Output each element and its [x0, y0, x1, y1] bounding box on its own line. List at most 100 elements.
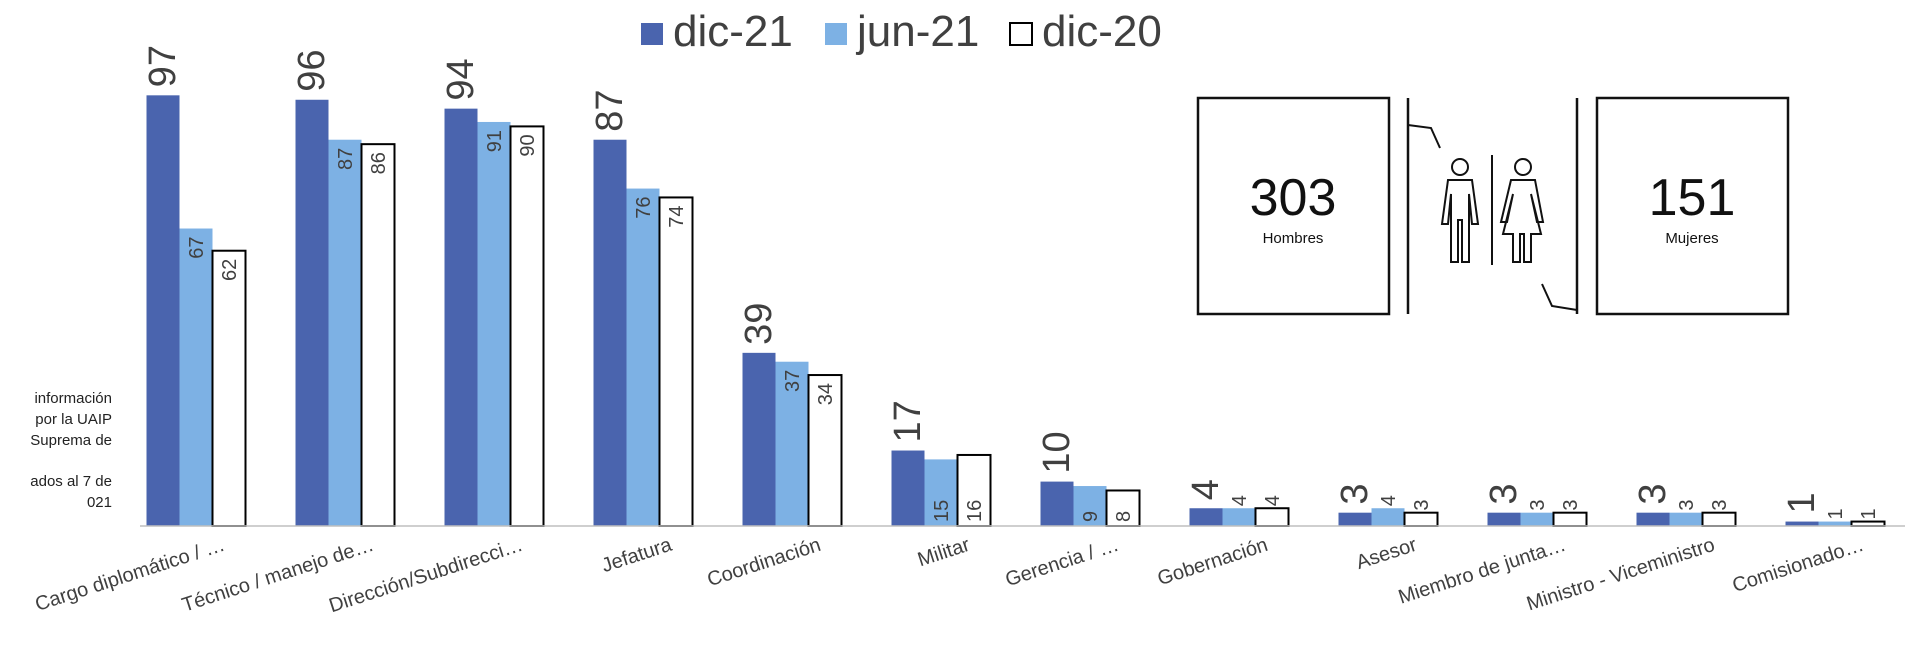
data-label-jun-21: 15: [931, 500, 953, 522]
data-label-dic-21: 10: [1036, 431, 1078, 473]
data-label-dic-21: 39: [738, 303, 780, 345]
data-label-dic-21: 97: [142, 45, 184, 87]
bar-jun-21: [1073, 486, 1107, 526]
data-label-dic-21: 94: [440, 58, 482, 100]
bar-jun-21: [924, 459, 958, 526]
legend-swatch-jun-21: [825, 23, 847, 45]
bar-dic-21: [1189, 508, 1223, 526]
data-label-dic-20: 3: [1560, 500, 1582, 511]
data-label-jun-21: 9: [1080, 511, 1102, 522]
side-note: información por la UAIP Suprema de ados …: [0, 388, 112, 513]
bar-dic-21: [742, 352, 776, 526]
side-note-line: por la UAIP: [35, 411, 112, 428]
category-label: Asesor: [1354, 534, 1420, 574]
data-label-dic-21: 1: [1781, 492, 1823, 513]
data-label-dic-21: 3: [1334, 484, 1376, 505]
bar-jun-21: [179, 228, 213, 526]
bar-dic-20: [1254, 507, 1290, 527]
category-label: Gobernación: [1155, 534, 1271, 590]
data-label-dic-20: 62: [219, 259, 241, 281]
data-label-dic-21: 3: [1483, 484, 1525, 505]
legend-swatch-dic-20: [1009, 22, 1033, 46]
side-note-line: Suprema de: [30, 432, 112, 449]
bar-dic-21: [593, 139, 627, 526]
legend-swatch-dic-21: [641, 23, 663, 45]
category-label: Gerencia / …: [1003, 534, 1122, 591]
bar-dic-20: [1552, 511, 1588, 527]
bar-dic-20: [1403, 511, 1439, 527]
woman-icon: [1499, 158, 1545, 263]
data-label-dic-20: 90: [517, 134, 539, 156]
bar-dic-21: [891, 450, 925, 526]
bar-jun-21: [1371, 508, 1405, 526]
category-label: Militar: [915, 534, 973, 572]
women-label: Mujeres: [1665, 230, 1718, 247]
bar-jun-21: [626, 188, 660, 526]
side-note-line: información: [34, 390, 112, 407]
bar-dic-21: [1785, 521, 1819, 526]
data-label-dic-20: 74: [666, 205, 688, 227]
bar-dic-20: [509, 125, 545, 528]
data-label-dic-20: 3: [1709, 500, 1731, 511]
data-label-dic-21: 87: [589, 89, 631, 131]
women-box: [1595, 96, 1790, 316]
data-label-dic-20: 1: [1858, 508, 1880, 519]
bar-dic-20: [658, 196, 694, 527]
data-label-jun-21: 87: [335, 148, 357, 170]
data-label-dic-21: 96: [291, 49, 333, 91]
data-label-jun-21: 3: [1527, 500, 1549, 511]
man-icon: [1440, 158, 1480, 263]
data-label-dic-20: 4: [1262, 495, 1284, 506]
data-label-dic-20: 8: [1113, 511, 1135, 522]
data-label-dic-20: 34: [815, 383, 837, 405]
legend-label-dic-21: dic-21: [673, 7, 793, 56]
data-label-jun-21: 67: [186, 237, 208, 259]
bars-layer: [146, 95, 1886, 528]
men-box: [1196, 96, 1391, 316]
category-label: Coordinación: [705, 534, 824, 591]
bar-dic-20: [360, 143, 396, 527]
bar-jun-21: [1520, 512, 1554, 526]
bar-dic-21: [295, 99, 329, 526]
data-label-dic-20: 3: [1411, 500, 1433, 511]
data-label-jun-21: 37: [782, 370, 804, 392]
category-label: Comisionado…: [1730, 534, 1867, 597]
data-label-jun-21: 4: [1229, 495, 1251, 506]
bar-dic-21: [1636, 512, 1670, 526]
bar-jun-21: [1669, 512, 1703, 526]
bar-dic-21: [1040, 481, 1074, 526]
data-label-dic-20: 16: [964, 500, 986, 522]
women-count: 151: [1649, 169, 1736, 227]
bar-jun-21: [1818, 521, 1852, 526]
legend-label-jun-21: jun-21: [855, 7, 979, 56]
side-note-line: 021: [86, 494, 112, 511]
side-note-line: ados al 7 de: [30, 473, 112, 490]
legend-label-dic-20: dic-20: [1042, 7, 1162, 56]
gender-infographic: 303 Hombres 151 Mujeres: [1196, 96, 1790, 316]
men-label: Hombres: [1263, 230, 1324, 247]
data-label-dic-21: 17: [887, 400, 929, 442]
door-handle-right: [1541, 283, 1578, 311]
bar-jun-21: [1222, 508, 1256, 526]
men-count: 303: [1250, 169, 1337, 227]
data-label-jun-21: 3: [1676, 500, 1698, 511]
data-label-jun-21: 4: [1378, 495, 1400, 506]
data-label-jun-21: 76: [633, 197, 655, 219]
bar-jun-21: [328, 139, 362, 526]
bar-dic-20: [1701, 511, 1737, 527]
data-label-jun-21: 91: [484, 130, 506, 152]
legend: dic-21 jun-21 dic-20: [641, 7, 1162, 56]
bar-dic-20: [211, 249, 247, 527]
bar-dic-21: [1487, 512, 1521, 526]
bar-dic-21: [146, 95, 180, 526]
bar-dic-20: [1105, 489, 1141, 528]
data-label-dic-21: 3: [1632, 484, 1674, 505]
door-handle-left: [1407, 124, 1441, 149]
data-label-dic-21: 4: [1185, 479, 1227, 500]
data-label-jun-21: 1: [1825, 508, 1847, 519]
bar-jun-21: [775, 361, 809, 526]
bar-dic-21: [1338, 512, 1372, 526]
bar-dic-21: [444, 108, 478, 526]
category-label: Jefatura: [599, 534, 675, 578]
